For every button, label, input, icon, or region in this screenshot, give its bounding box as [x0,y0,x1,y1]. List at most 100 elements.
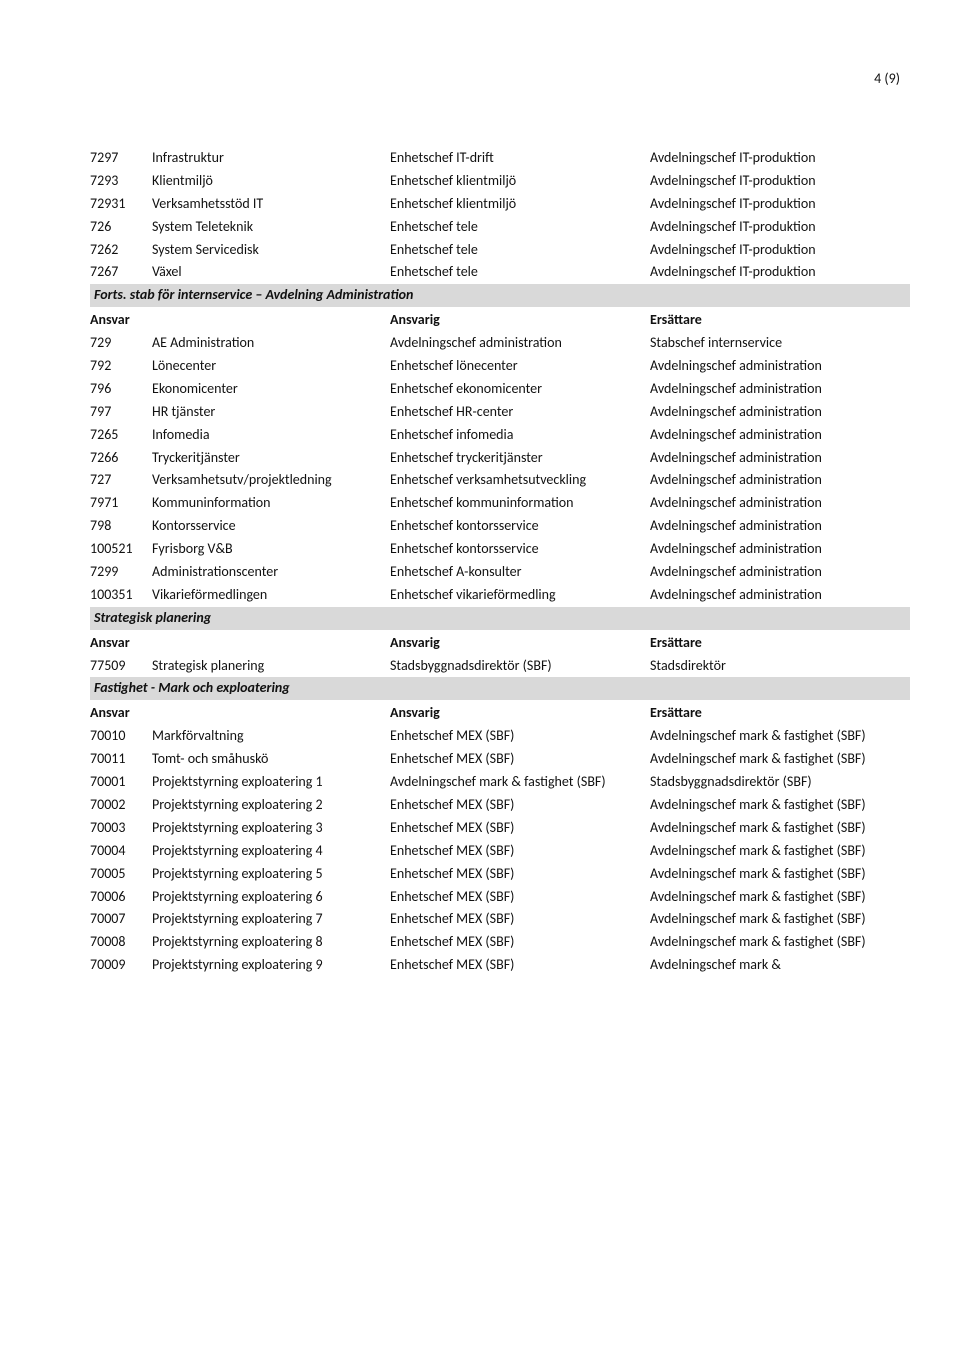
cell-substitute: Avdelningschef mark & fastighet (SBF) [650,863,910,886]
org-table: 7297InfrastrukturEnhetschef IT-driftAvde… [90,147,910,977]
cell-desc: System Servicedisk [152,239,390,262]
cell-substitute: Avdelningschef mark & fastighet (SBF) [650,908,910,931]
cell-responsible: Enhetschef MEX (SBF) [390,863,650,886]
cell-code: 70006 [90,886,152,909]
cell-desc: Projektstyrning exploatering 8 [152,931,390,954]
cell-responsible: Enhetschef MEX (SBF) [390,725,650,748]
cell-desc: Projektstyrning exploatering 2 [152,794,390,817]
cell-responsible: Stadsbyggnadsdirektör (SBF) [390,655,650,678]
col-header-ersattare: Ersättare [650,307,910,332]
cell-responsible: Enhetschef tryckeritjänster [390,447,650,470]
cell-desc: Projektstyrning exploatering 6 [152,886,390,909]
column-header-row: Ansvar AnsvarigErsättare [90,630,910,655]
table-row: 7293KlientmiljöEnhetschef klientmiljöAvd… [90,170,910,193]
column-header-row: AnsvarAnsvarigErsättare [90,700,910,725]
col-header-empty [152,700,390,725]
cell-code: 70001 [90,771,152,794]
cell-code: 70005 [90,863,152,886]
cell-desc: Vikarieförmedlingen [152,584,390,607]
cell-responsible: Enhetschef MEX (SBF) [390,794,650,817]
cell-responsible: Enhetschef MEX (SBF) [390,886,650,909]
col-header-ansvarig: Ansvarig [390,700,650,725]
cell-substitute: Avdelningschef administration [650,424,910,447]
cell-code: 70004 [90,840,152,863]
cell-desc: Verksamhetsstöd IT [152,193,390,216]
cell-responsible: Enhetschef klientmiljö [390,193,650,216]
cell-substitute: Avdelningschef administration [650,378,910,401]
cell-responsible: Enhetschef MEX (SBF) [390,748,650,771]
table-row: 70006Projektstyrning exploatering 6Enhet… [90,886,910,909]
cell-responsible: Enhetschef tele [390,261,650,284]
table-row: 70008Projektstyrning exploatering 8Enhet… [90,931,910,954]
cell-desc: Administrationscenter [152,561,390,584]
cell-code: 70003 [90,817,152,840]
cell-desc: Fyrisborg V&B [152,538,390,561]
cell-substitute: Stabschef internservice [650,332,910,355]
section-title: Forts. stab för internservice – Avdelnin… [90,284,910,307]
col-header-ersattare: Ersättare [650,630,910,655]
cell-desc: HR tjänster [152,401,390,424]
cell-desc: AE Administration [152,332,390,355]
cell-desc: Projektstyrning exploatering 4 [152,840,390,863]
cell-code: 727 [90,469,152,492]
cell-code: 7265 [90,424,152,447]
cell-desc: Projektstyrning exploatering 1 [152,771,390,794]
col-header-ansvar: Ansvar [90,630,152,655]
cell-responsible: Enhetschef A-konsulter [390,561,650,584]
section-header: Fastighet - Mark och exploatering [90,677,910,700]
table-row: 7299AdministrationscenterEnhetschef A-ko… [90,561,910,584]
table-row: 70007Projektstyrning exploatering 7Enhet… [90,908,910,931]
table-row: 7265InfomediaEnhetschef infomediaAvdelni… [90,424,910,447]
cell-code: 792 [90,355,152,378]
col-header-ansvarig: Ansvarig [390,630,650,655]
cell-code: 7971 [90,492,152,515]
col-header-ansvarig: Ansvarig [390,307,650,332]
cell-responsible: Enhetschef MEX (SBF) [390,931,650,954]
col-header-empty [152,630,390,655]
cell-desc: System Teleteknik [152,216,390,239]
cell-desc: Markförvaltning [152,725,390,748]
column-header-row: AnsvarAnsvarigErsättare [90,307,910,332]
cell-responsible: Enhetschef vikarieförmedling [390,584,650,607]
table-row: 70011Tomt- och småhusköEnhetschef MEX (S… [90,748,910,771]
cell-code: 77509 [90,655,152,678]
table-row: 7971KommuninformationEnhetschef kommunin… [90,492,910,515]
table-row: 77509Strategisk planeringStadsbyggnadsdi… [90,655,910,678]
table-row: 70003Projektstyrning exploatering 3Enhet… [90,817,910,840]
table-row: 70002Projektstyrning exploatering 2Enhet… [90,794,910,817]
cell-substitute: Avdelningschef mark & fastighet (SBF) [650,931,910,954]
cell-code: 7299 [90,561,152,584]
cell-responsible: Enhetschef klientmiljö [390,170,650,193]
cell-responsible: Enhetschef kommuninformation [390,492,650,515]
cell-desc: Klientmiljö [152,170,390,193]
cell-responsible: Enhetschef verksamhetsutveckling [390,469,650,492]
table-row: 797HR tjänsterEnhetschef HR-centerAvdeln… [90,401,910,424]
cell-responsible: Enhetschef tele [390,216,650,239]
table-row: 729AE AdministrationAvdelningschef admin… [90,332,910,355]
cell-code: 70002 [90,794,152,817]
col-header-ansvar: Ansvar [90,700,152,725]
cell-substitute: Stadsdirektör [650,655,910,678]
cell-responsible: Enhetschef MEX (SBF) [390,908,650,931]
table-row: 798KontorsserviceEnhetschef kontorsservi… [90,515,910,538]
table-row: 100521Fyrisborg V&BEnhetschef kontorsser… [90,538,910,561]
cell-substitute: Avdelningschef administration [650,515,910,538]
cell-code: 70009 [90,954,152,977]
cell-responsible: Enhetschef MEX (SBF) [390,840,650,863]
table-row: 70010MarkförvaltningEnhetschef MEX (SBF)… [90,725,910,748]
cell-substitute: Avdelningschef administration [650,561,910,584]
section-header: Forts. stab för internservice – Avdelnin… [90,284,910,307]
cell-responsible: Avdelningschef administration [390,332,650,355]
section-header: Strategisk planering [90,607,910,630]
cell-responsible: Enhetschef IT-drift [390,147,650,170]
table-row: 70004Projektstyrning exploatering 4Enhet… [90,840,910,863]
table-row: 70001Projektstyrning exploatering 1Avdel… [90,771,910,794]
cell-desc: Projektstyrning exploatering 7 [152,908,390,931]
cell-code: 797 [90,401,152,424]
table-row: 100351VikarieförmedlingenEnhetschef vika… [90,584,910,607]
cell-substitute: Avdelningschef administration [650,538,910,561]
table-row: 726System TeleteknikEnhetschef teleAvdel… [90,216,910,239]
cell-substitute: Avdelningschef administration [650,584,910,607]
cell-code: 798 [90,515,152,538]
table-row: 7262System ServicediskEnhetschef teleAvd… [90,239,910,262]
